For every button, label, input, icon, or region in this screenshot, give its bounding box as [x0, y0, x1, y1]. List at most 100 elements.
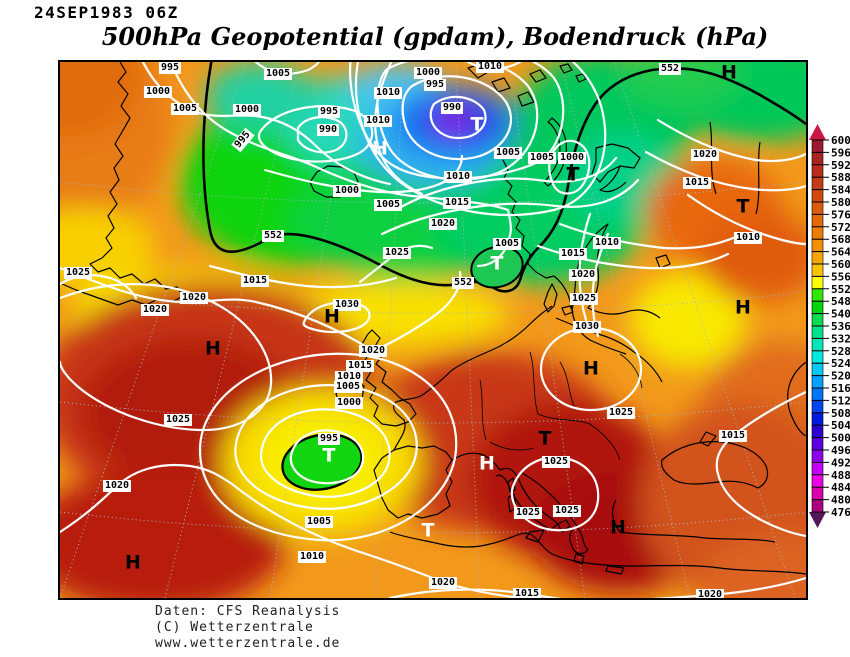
legend-color-band	[811, 164, 824, 178]
pressure-center-H-upper: H	[610, 516, 626, 539]
legend-tick-label: 580	[831, 196, 850, 209]
legend-tick-label: 600	[831, 134, 850, 147]
pressure-label: 1020	[179, 292, 209, 304]
pressure-label: 1030	[572, 321, 602, 333]
pressure-label: 1020	[140, 304, 170, 316]
legend-color-band	[811, 263, 824, 277]
legend-color-band	[811, 139, 824, 153]
legend-color-band	[811, 189, 824, 203]
legend-color-band	[811, 375, 824, 389]
legend-color-band	[811, 449, 824, 463]
pressure-center-T-surface: T	[470, 113, 484, 136]
pressure-label: 995	[231, 127, 255, 153]
pressure-label: 1025	[382, 247, 412, 259]
legend-color-band	[811, 201, 824, 215]
pressure-label: 1015	[718, 430, 748, 442]
geopotential-label: 552	[451, 277, 475, 289]
legend-tick-label: 476	[831, 506, 850, 519]
legend-color-band	[811, 350, 824, 364]
legend-tick-label: 484	[831, 481, 850, 494]
pressure-center-H-surface: H	[372, 137, 388, 160]
pressure-label: 1015	[240, 275, 270, 287]
pressure-label: 1010	[363, 115, 393, 127]
legend-bottom-arrow	[809, 512, 826, 528]
legend-tick-label: 492	[831, 456, 850, 469]
legend-color-band	[811, 251, 824, 265]
legend-tick-label: 536	[831, 320, 850, 333]
credits: Daten: CFS Reanalysis (C) Wetterzentrale…	[155, 604, 340, 652]
legend-tick-label: 556	[831, 270, 850, 283]
legend-color-band	[811, 499, 824, 513]
pressure-center-H-upper: H	[721, 62, 737, 84]
pressure-center-T-surface: T	[322, 444, 336, 467]
legend-color-band	[811, 400, 824, 414]
pressure-label: 990	[440, 102, 464, 114]
country-borders	[479, 351, 643, 461]
color-scale-legend: 6005965925885845805765725685645605565525…	[809, 124, 850, 528]
legend-color-band	[811, 412, 824, 426]
legend-color-band	[811, 238, 824, 252]
legend-tick-label: 496	[831, 444, 850, 457]
legend-tick-label: 576	[831, 208, 850, 221]
legend-top-arrow	[809, 124, 826, 140]
legend-tick-label: 596	[831, 146, 850, 159]
legend-tick-label: 512	[831, 394, 850, 407]
pressure-label: 1025	[541, 456, 571, 468]
legend-tick-label: 560	[831, 258, 850, 271]
legend-color-band	[811, 276, 824, 290]
legend-tick-label: 584	[831, 184, 850, 197]
pressure-label: 1000	[557, 152, 587, 164]
legend-color-band	[811, 437, 824, 451]
legend-tick-label: 520	[831, 370, 850, 383]
pressure-label: 1010	[373, 87, 403, 99]
pressure-center-T-upper: T	[538, 427, 552, 450]
pressure-label: 995	[317, 433, 341, 445]
pressure-label: 1015	[345, 360, 375, 372]
pressure-label: 1020	[695, 589, 725, 598]
pressure-label: 995	[158, 62, 182, 74]
run-datetime: 24SEP1983 06Z	[34, 3, 179, 22]
pressure-label: 1030	[332, 299, 362, 311]
legend-tick-label: 480	[831, 494, 850, 507]
pressure-label: 1020	[358, 345, 388, 357]
legend-color-band	[811, 474, 824, 488]
geopotential-label: 552	[658, 63, 682, 75]
legend-tick-label: 508	[831, 407, 850, 420]
legend-tick-label: 552	[831, 283, 850, 296]
pressure-label: 995	[317, 106, 341, 118]
legend-color-band	[811, 486, 824, 500]
credit-line-copyright: (C) Wetterzentrale	[155, 620, 314, 635]
legend-color-band	[811, 338, 824, 352]
legend-tick-label: 540	[831, 308, 850, 321]
legend-color-band	[811, 387, 824, 401]
pressure-label: 1005	[263, 68, 293, 80]
pressure-label: 1005	[170, 103, 200, 115]
legend-color-band	[811, 362, 824, 376]
legend-tick-label: 568	[831, 233, 850, 246]
pressure-label: 1005	[333, 381, 363, 393]
pressure-label: 1025	[63, 267, 93, 279]
credit-line-source: Daten: CFS Reanalysis	[155, 604, 341, 619]
legend-color-band	[811, 313, 824, 327]
north-sea-trough-core	[470, 245, 524, 289]
pressure-label: 1025	[163, 414, 193, 426]
pressure-label: 1010	[443, 171, 473, 183]
legend-color-band	[811, 214, 824, 228]
pressure-label: 1005	[527, 152, 557, 164]
legend-color-band	[811, 300, 824, 314]
legend-color-band	[811, 176, 824, 190]
legend-color-band	[811, 152, 824, 166]
pressure-label: 1000	[413, 67, 443, 79]
pressure-center-H-upper: H	[583, 357, 599, 380]
legend-color-band	[811, 325, 824, 339]
pressure-label: 995	[423, 79, 447, 91]
pressure-label: 1020	[428, 577, 458, 589]
pressure-label: 1010	[334, 371, 364, 383]
legend-tick-label: 504	[831, 419, 850, 432]
legend-color-band	[811, 288, 824, 302]
pressure-label: 990	[316, 124, 340, 136]
pressure-center-H-upper: H	[735, 296, 751, 319]
credit-line-url: www.wetterzentrale.de	[155, 636, 341, 651]
pressure-label: 1005	[373, 199, 403, 211]
